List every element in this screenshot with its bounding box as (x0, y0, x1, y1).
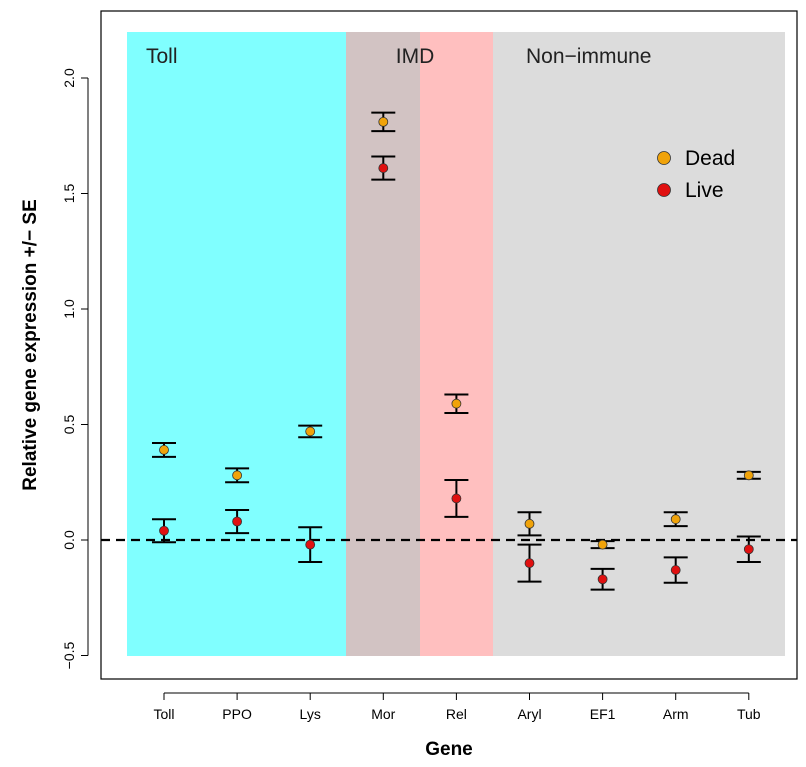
x-axis-title: Gene (425, 739, 473, 760)
y-tick-label: 2.0 (61, 68, 77, 88)
y-axis: −0.5 0.0 0.5 1.0 1.5 2.0 (61, 68, 89, 669)
y-tick-label: 0.0 (61, 530, 77, 550)
point-dead (451, 398, 462, 409)
point-live (232, 516, 243, 527)
x-tick-label: EF1 (590, 706, 616, 722)
y-axis-title: Relative gene expression +/− SE (20, 199, 41, 490)
point-dead (159, 445, 169, 455)
point-live (451, 493, 462, 504)
point-dead (670, 514, 681, 525)
x-tick-label: Lys (300, 706, 321, 722)
region-band (420, 32, 493, 656)
y-tick-label: 1.0 (61, 299, 77, 319)
region-label: IMD (396, 45, 435, 68)
point-dead (524, 518, 535, 529)
y-tick-label: 1.5 (61, 184, 77, 204)
point-live (305, 539, 316, 550)
x-tick-label: Rel (446, 706, 467, 722)
legend-marker-live (657, 183, 671, 197)
point-live (670, 565, 681, 575)
point-dead (305, 426, 316, 437)
point-live (159, 525, 169, 536)
region-label: Non−immune (526, 45, 651, 68)
y-tick-label: 0.5 (61, 415, 77, 435)
point-dead (743, 470, 754, 481)
point-live (378, 163, 389, 173)
plot-frame (100, 10, 798, 680)
point-dead (232, 470, 243, 481)
x-tick-label: Toll (153, 706, 174, 722)
legend-marker-dead (657, 151, 671, 165)
x-tick-label: PPO (222, 706, 252, 722)
legend: Dead Live (657, 147, 735, 202)
x-tick-label: Mor (371, 706, 395, 722)
y-tick-label: −0.5 (61, 641, 77, 669)
legend-label: Dead (685, 147, 735, 170)
region-label: Toll (146, 45, 178, 68)
point-live (524, 558, 535, 568)
x-tick-label: Arm (663, 706, 689, 722)
x-tick-label: Tub (737, 706, 761, 722)
x-axis: Toll PPO Lys Mor Rel Aryl EF1 Arm Tub (153, 692, 761, 722)
point-dead (597, 539, 608, 550)
data-points (159, 116, 754, 585)
point-live (597, 574, 608, 585)
region-band (346, 32, 420, 656)
x-tick-label: Aryl (517, 706, 541, 722)
point-dead (378, 116, 389, 127)
region-band (493, 32, 785, 656)
legend-label: Live (685, 179, 724, 202)
point-live (743, 544, 754, 555)
background-regions: Toll IMD Non−immune (127, 32, 785, 656)
